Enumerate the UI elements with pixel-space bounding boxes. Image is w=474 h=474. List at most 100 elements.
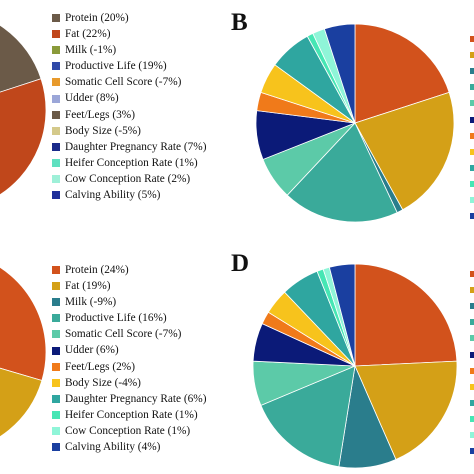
legend-swatch-cropped xyxy=(470,319,474,326)
legend-label: Calving Ability (5%) xyxy=(65,189,161,202)
legend-top: Protein (20%) Fat (22%) Milk (-1%) Producti… xyxy=(52,10,206,203)
legend-swatch-cropped xyxy=(470,303,474,310)
pie-slice xyxy=(354,91,455,211)
legend-item: Cow Conception Rate (1%) xyxy=(52,423,206,439)
legend-item: Fat (22%) xyxy=(52,26,206,42)
legend-swatch xyxy=(52,46,60,55)
legend-label: Fat (22%) xyxy=(65,28,111,41)
legend-swatch-cropped xyxy=(470,383,474,390)
legend-swatch-cropped xyxy=(470,448,474,455)
legend-swatch-cropped xyxy=(470,351,474,358)
legend-swatch xyxy=(52,394,60,403)
pie-chart-c xyxy=(0,266,47,438)
legend-label: Productive Life (16%) xyxy=(65,312,167,325)
legend-item: Body Size (-4%) xyxy=(52,375,206,391)
legend-swatch-cropped xyxy=(470,100,474,107)
legend-swatch-cropped xyxy=(470,52,474,59)
legend-swatch xyxy=(52,362,60,371)
legend-label: Heifer Conception Rate (1%) xyxy=(65,156,198,169)
pie-slice xyxy=(328,263,356,367)
pie-slice xyxy=(354,360,458,460)
legend-item: Heifer Conception Rate (1%) xyxy=(52,407,206,423)
legend-item: Calving Ability (5%) xyxy=(52,187,206,203)
legend-swatch xyxy=(52,110,60,119)
legend-swatch-cropped xyxy=(470,367,474,374)
legend-swatch xyxy=(52,282,60,291)
legend-item: Protein (24%) xyxy=(52,262,206,278)
legend-item: Heifer Conception Rate (1%) xyxy=(52,155,206,171)
legend-item: Body Size (-5%) xyxy=(52,123,206,139)
legend-item: Udder (6%) xyxy=(52,342,206,358)
legend-item: Daughter Pregnancy Rate (7%) xyxy=(52,139,206,155)
legend-item: Calving Ability (4%) xyxy=(52,439,206,455)
legend-item: Fat (19%) xyxy=(52,278,206,294)
pie-slice xyxy=(0,78,47,196)
legend-label: Calving Ability (4%) xyxy=(65,441,161,454)
legend-swatch xyxy=(52,174,60,183)
legend-item: Milk (-9%) xyxy=(52,294,206,310)
legend-swatch xyxy=(52,126,60,135)
legend-swatch-cropped xyxy=(470,68,474,75)
pie-slice xyxy=(354,23,450,124)
legend-label: Feet/Legs (3%) xyxy=(65,108,135,121)
legend-item: Protein (20%) xyxy=(52,10,206,26)
legend-swatch-cropped xyxy=(470,148,474,155)
legend-swatch xyxy=(52,314,60,323)
legend-swatch xyxy=(52,78,60,87)
legend-swatch xyxy=(52,14,60,23)
legend-swatch xyxy=(52,191,60,200)
pie-slice xyxy=(286,122,398,223)
legend-label: Body Size (-5%) xyxy=(65,124,141,137)
legend-label: Milk (-1%) xyxy=(65,44,117,57)
legend-swatch-cropped xyxy=(470,132,474,139)
legend-label: Somatic Cell Score (-7%) xyxy=(65,76,182,89)
legend-swatch-cropped xyxy=(470,180,474,187)
legend-label: Somatic Cell Score (-7%) xyxy=(65,328,182,341)
pie-chart-d xyxy=(252,263,458,469)
legend-swatch-cropped xyxy=(470,213,474,220)
panel-label-d: D xyxy=(231,250,250,277)
legend-swatch-cropped xyxy=(470,197,474,203)
legend-item: Milk (-1%) xyxy=(52,42,206,58)
legend-label: Protein (24%) xyxy=(65,264,129,276)
legend-item: Udder (8%) xyxy=(52,90,206,106)
legend-swatch-cropped xyxy=(470,84,474,91)
legend-label: Fat (19%) xyxy=(65,280,111,293)
legend-swatch xyxy=(52,94,60,103)
legend-swatch xyxy=(52,410,60,419)
legend-label: Cow Conception Rate (1%) xyxy=(65,424,191,437)
legend-label: Protein (20%) xyxy=(65,12,129,24)
legend-swatch-cropped xyxy=(470,335,474,342)
legend-item: Daughter Pregnancy Rate (6%) xyxy=(52,391,206,407)
legend-label: Daughter Pregnancy Rate (6%) xyxy=(65,392,207,405)
legend-swatch xyxy=(52,378,60,387)
legend-label: Body Size (-4%) xyxy=(65,376,141,389)
legend-swatch xyxy=(52,142,60,151)
legend-label: Daughter Pregnancy Rate (7%) xyxy=(65,140,207,153)
legend-swatch xyxy=(52,30,60,39)
legend-swatch xyxy=(52,158,60,167)
pie-slice xyxy=(323,23,356,124)
legend-swatch xyxy=(52,298,60,307)
pie-slice xyxy=(260,365,356,468)
legend-label: Cow Conception Rate (2%) xyxy=(65,172,191,185)
legend-item: Somatic Cell Score (-7%) xyxy=(52,326,206,342)
legend-label: Productive Life (19%) xyxy=(65,60,167,73)
legend-label: Heifer Conception Rate (1%) xyxy=(65,408,198,421)
legend-item: Productive Life (16%) xyxy=(52,310,206,326)
legend-swatch-cropped xyxy=(470,36,474,42)
panel-label-b: B xyxy=(231,9,248,36)
legend-swatch-cropped xyxy=(470,164,474,171)
legend-swatch-cropped xyxy=(470,415,474,422)
legend-item: Feet/Legs (2%) xyxy=(52,359,206,375)
pie-slice xyxy=(354,263,458,367)
legend-swatch-cropped xyxy=(470,287,474,294)
legend-swatch xyxy=(52,426,60,435)
pie-slice xyxy=(0,24,42,93)
legend-item: Somatic Cell Score (-7%) xyxy=(52,74,206,90)
legend-swatch xyxy=(52,330,60,339)
legend-swatch xyxy=(52,443,60,452)
legend-swatch xyxy=(52,346,60,355)
pie-chart-a xyxy=(0,24,47,196)
